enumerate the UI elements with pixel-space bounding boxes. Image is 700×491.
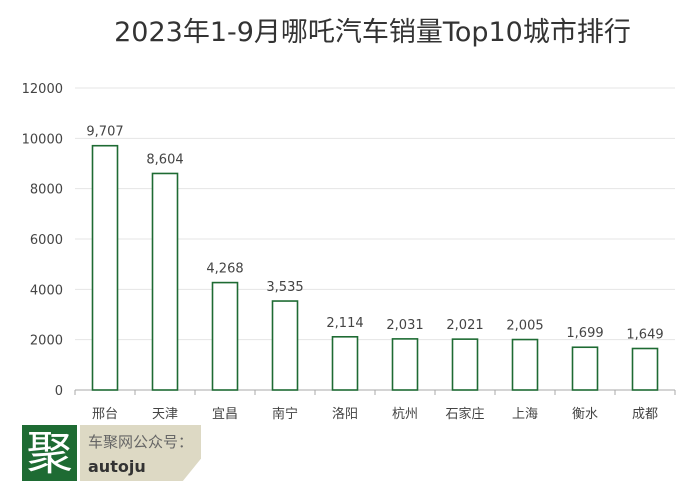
x-tick-label: 衡水 bbox=[572, 407, 598, 422]
data-label: 4,268 bbox=[206, 262, 243, 277]
x-tick-label: 邢台 bbox=[92, 407, 118, 422]
x-tick-label: 天津 bbox=[152, 407, 178, 422]
data-label: 8,604 bbox=[146, 152, 183, 167]
bar bbox=[391, 338, 419, 391]
bar bbox=[451, 338, 479, 391]
data-label: 9,707 bbox=[86, 125, 123, 140]
bar bbox=[511, 338, 539, 391]
watermark-badge: 车聚网公众号： autoju bbox=[80, 425, 201, 481]
data-label: 2,005 bbox=[506, 319, 543, 334]
bar bbox=[271, 300, 299, 391]
data-label: 2,031 bbox=[386, 318, 423, 333]
bar bbox=[91, 144, 119, 391]
bar bbox=[331, 335, 359, 391]
x-tick-label: 南宁 bbox=[272, 406, 298, 422]
watermark-line1: 车聚网公众号： bbox=[88, 433, 194, 451]
y-tick-label: 6000 bbox=[30, 233, 63, 248]
y-tick-label: 0 bbox=[55, 384, 63, 399]
y-tick-label: 8000 bbox=[30, 183, 63, 198]
x-tick-label: 石家庄 bbox=[445, 406, 484, 422]
data-label: 2,114 bbox=[326, 316, 363, 331]
bar bbox=[211, 281, 239, 391]
bar bbox=[571, 346, 599, 391]
bar bbox=[151, 172, 179, 391]
data-label: 1,699 bbox=[566, 326, 603, 341]
x-tick-label: 宜昌 bbox=[212, 407, 238, 422]
x-tick-label: 上海 bbox=[512, 407, 538, 422]
x-tick-label: 杭州 bbox=[392, 407, 418, 422]
y-tick-label: 2000 bbox=[30, 334, 63, 349]
data-label: 3,535 bbox=[266, 280, 303, 295]
x-tick-label: 成都 bbox=[632, 407, 658, 422]
y-tick-label: 10000 bbox=[22, 132, 63, 147]
y-tick-label: 4000 bbox=[30, 283, 63, 298]
x-tick-label: 洛阳 bbox=[332, 407, 358, 422]
chart-title: 2023年1-9月哪吒汽车销量Top10城市排行 bbox=[114, 17, 631, 48]
y-tick-label: 12000 bbox=[22, 82, 63, 97]
data-label: 2,021 bbox=[446, 318, 483, 333]
bar bbox=[631, 347, 659, 391]
logo: 聚 bbox=[22, 425, 77, 481]
watermark-line2: autoju bbox=[88, 457, 146, 476]
data-label: 1,649 bbox=[626, 328, 663, 343]
